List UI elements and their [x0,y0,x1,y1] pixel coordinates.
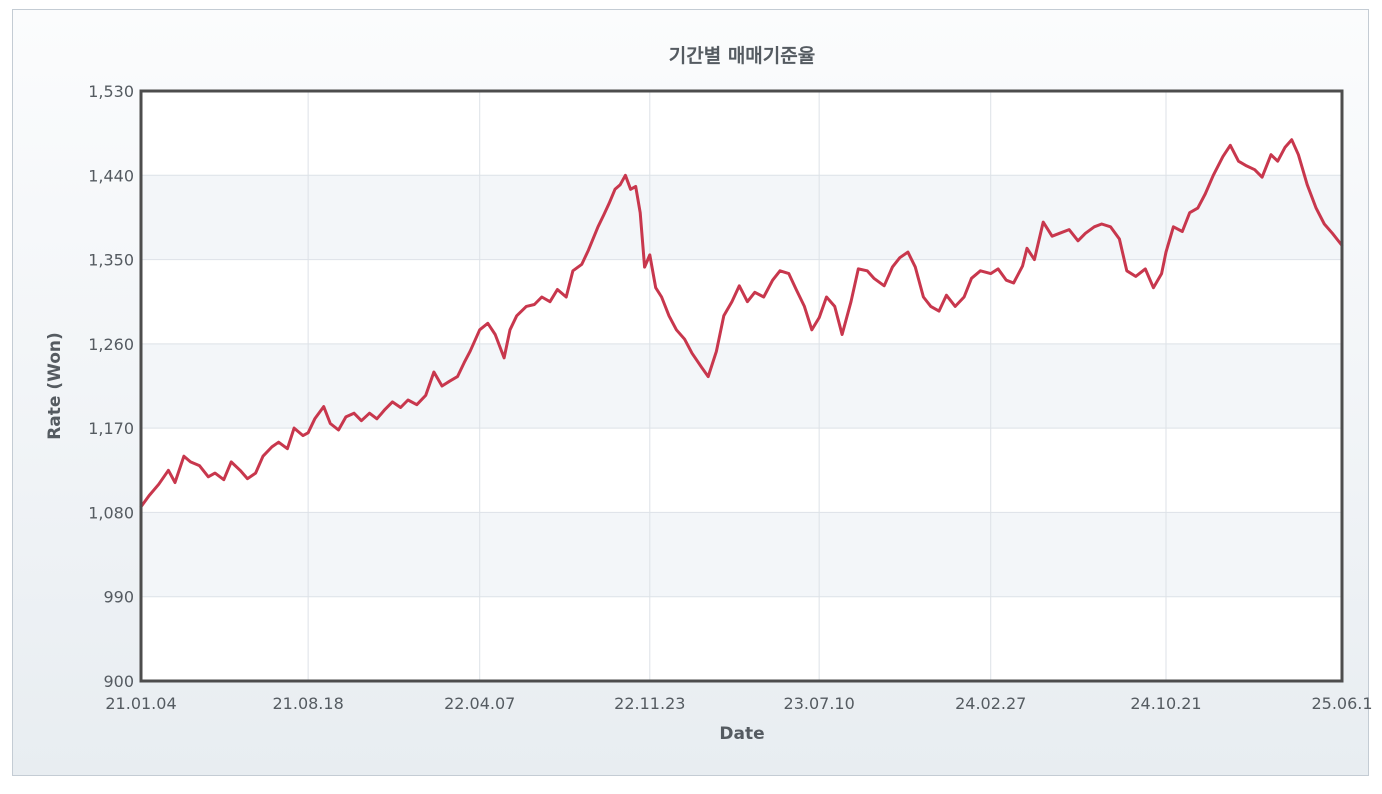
y-tick-label: 990 [103,588,134,607]
plot-band [141,343,1342,429]
plot-band [141,512,1342,597]
x-tick-label: 22.11.23 [614,694,685,713]
x-axis-title: Date [719,724,764,744]
y-tick-label: 1,170 [88,419,134,438]
y-axis-ticks: 900 990 1,080 1,170 1,260 1,350 1,440 1,530 [88,82,134,691]
y-tick-label: 1,440 [88,166,134,185]
y-tick-label: 900 [103,672,134,691]
series-line [139,138,1344,509]
x-tick-label: 21.08.18 [273,694,344,713]
series-layer [139,138,1344,509]
x-tick-label: 25.06.1 [1311,694,1372,713]
x-tick-label: 22.04.07 [444,694,515,713]
x-axis-ticks: 21.01.04 21.08.18 22.04.07 22.11.23 23.07.10… [105,694,1372,713]
chart-title: 기간별 매매기준율 [669,45,815,67]
y-tick-label: 1,350 [88,251,134,270]
y-axis-title: Rate (Won) [45,332,65,440]
x-tick-label: 24.10.21 [1130,694,1201,713]
x-tick-label: 24.02.27 [955,694,1026,713]
y-tick-label: 1,260 [88,335,134,354]
x-tick-label: 23.07.10 [784,694,855,713]
y-tick-label: 1,530 [88,82,134,101]
x-tick-label: 21.01.04 [105,694,176,713]
plot-band [141,175,1342,260]
y-tick-label: 1,080 [88,503,134,522]
plot-area-background [141,91,1342,681]
plot-frame [139,89,1344,683]
